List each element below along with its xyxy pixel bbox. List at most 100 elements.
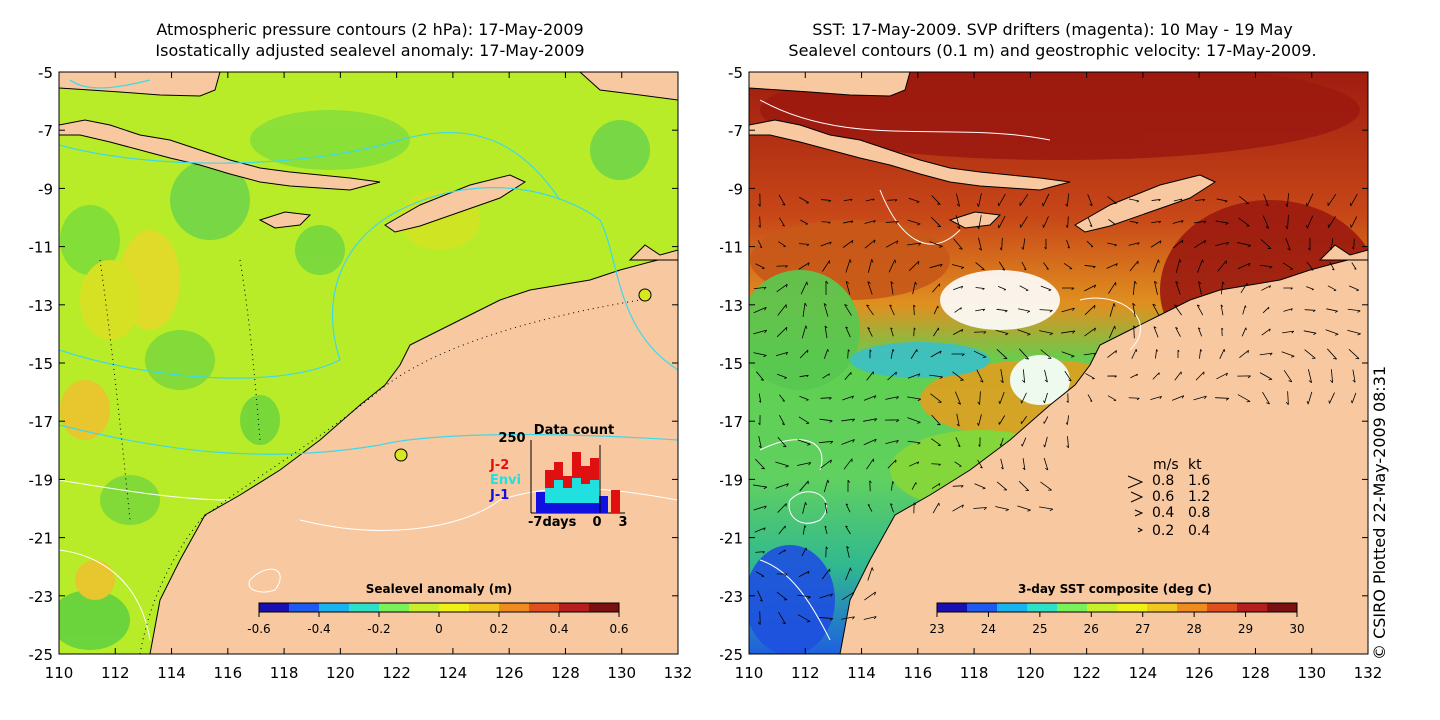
velocity-arrow bbox=[1220, 281, 1225, 295]
colorbar-tick-label: 25 bbox=[1032, 622, 1047, 636]
velocity-arrow bbox=[955, 437, 961, 448]
velocity-arrow bbox=[778, 525, 786, 535]
velocity-arrow bbox=[753, 329, 768, 335]
velocity-arrow bbox=[1151, 220, 1162, 224]
velocity-arrow bbox=[1307, 237, 1311, 251]
sumba-island bbox=[258, 211, 312, 229]
velocity-arrow bbox=[1196, 304, 1204, 316]
velocity-arrow bbox=[863, 616, 877, 620]
velocity-arrow bbox=[778, 194, 786, 206]
velocity-arrow bbox=[1347, 308, 1361, 313]
velocity-arrow bbox=[1215, 220, 1229, 225]
velocity-arrow bbox=[864, 591, 877, 601]
colorbar-segment bbox=[937, 603, 968, 612]
velocity-arrow bbox=[819, 440, 834, 444]
y-tick-label: -23 bbox=[29, 588, 54, 606]
velocity-arrow bbox=[755, 263, 765, 270]
velocity-arrow bbox=[1019, 216, 1028, 228]
velocity-arrow bbox=[931, 463, 941, 466]
colorbar-tick-label: 24 bbox=[981, 622, 996, 636]
velocity-arrow bbox=[1022, 369, 1026, 383]
velocity-arrow bbox=[1283, 308, 1293, 312]
velocity-arrow bbox=[913, 502, 917, 514]
velocity-legend-ms: 0.6 bbox=[1152, 489, 1174, 505]
velocity-arrow bbox=[819, 418, 833, 423]
colorbar-tick-label: 29 bbox=[1238, 622, 1253, 636]
copyright-notice: © CSIRO Plotted 22-May-2009 08:31 bbox=[1370, 365, 1389, 660]
velocity-arrow bbox=[1305, 193, 1314, 207]
velocity-arrow bbox=[1063, 262, 1073, 270]
velocity-arrow bbox=[866, 458, 875, 470]
velocity-arrow bbox=[1327, 193, 1337, 207]
y-tick-label: -21 bbox=[720, 530, 743, 548]
velocity-arrow bbox=[1132, 280, 1137, 295]
velocity-arrow bbox=[847, 479, 851, 492]
velocity-arrow bbox=[1237, 242, 1252, 248]
velocity-arrow bbox=[932, 502, 940, 514]
velocity-arrow bbox=[845, 503, 851, 513]
velocity-arrow bbox=[779, 414, 785, 426]
velocity-arrow bbox=[1329, 261, 1335, 271]
velocity-arrow bbox=[1306, 261, 1314, 271]
velocity-arrow bbox=[1349, 193, 1358, 207]
sumba-island bbox=[948, 211, 1002, 229]
colorbar-segment bbox=[997, 603, 1028, 612]
velocity-arrow bbox=[1171, 395, 1185, 401]
timor-island bbox=[1074, 174, 1217, 233]
y-tick-label: -9 bbox=[728, 180, 743, 198]
velocity-arrow bbox=[1128, 397, 1140, 401]
velocity-arrow bbox=[973, 331, 987, 334]
velocity-arrow bbox=[975, 308, 986, 312]
velocity-arrow bbox=[845, 280, 851, 295]
velocity-arrow bbox=[909, 461, 920, 467]
velocity-arrow bbox=[1043, 416, 1049, 424]
colorbar-segment bbox=[499, 603, 530, 612]
velocity-arrow bbox=[998, 261, 1006, 271]
x-tick-label: 116 bbox=[213, 664, 242, 682]
velocity-arrow bbox=[1195, 198, 1206, 202]
velocity-arrow bbox=[1043, 436, 1048, 448]
velocity-arrow bbox=[1283, 369, 1293, 383]
x-tick-label: 114 bbox=[157, 664, 186, 682]
x-tick-label: 118 bbox=[270, 664, 299, 682]
velocity-arrows bbox=[753, 193, 1361, 625]
colorbar-segment bbox=[529, 603, 560, 612]
velocity-arrow bbox=[1066, 436, 1069, 449]
velocity-arrow bbox=[1347, 329, 1361, 336]
velocity-arrow bbox=[1000, 458, 1004, 470]
colorbar-segment bbox=[589, 603, 620, 612]
colorbar-segment bbox=[259, 603, 290, 612]
velocity-arrow bbox=[1065, 216, 1069, 228]
inset-bar bbox=[611, 490, 620, 513]
velocity-arrow bbox=[1350, 392, 1357, 404]
velocity-arrow bbox=[1237, 394, 1251, 403]
velocity-arrow bbox=[1327, 285, 1337, 291]
velocity-arrow bbox=[1061, 287, 1075, 291]
velocity-arrow bbox=[1239, 350, 1249, 358]
australia-landmass bbox=[839, 254, 1368, 654]
velocity-arrow bbox=[1018, 481, 1030, 492]
velocity-arrow bbox=[997, 215, 1006, 229]
velocity-arrow bbox=[1306, 286, 1314, 291]
velocity-arrow bbox=[797, 614, 811, 623]
velocity-arrow bbox=[819, 617, 834, 621]
velocity-arrow bbox=[799, 374, 809, 378]
velocity-arrow bbox=[978, 237, 982, 251]
x-tick-label: 130 bbox=[1297, 664, 1326, 682]
y-tick-label: -7 bbox=[38, 122, 53, 140]
velocity-arrow bbox=[801, 547, 807, 557]
velocity-arrow bbox=[1084, 304, 1096, 316]
velocity-arrow bbox=[1153, 259, 1160, 273]
velocity-arrow bbox=[1348, 348, 1360, 360]
velocity-arrow bbox=[1352, 369, 1356, 383]
left-title-line2: Isostatically adjusted sealevel anomaly:… bbox=[155, 41, 585, 60]
velocity-arrow bbox=[775, 461, 789, 468]
velocity-arrow bbox=[908, 260, 920, 272]
velocity-arrow bbox=[753, 306, 767, 314]
velocity-arrow bbox=[841, 439, 855, 445]
velocity-arrow bbox=[1087, 194, 1093, 207]
velocity-arrow bbox=[1306, 391, 1313, 405]
velocity-arrow bbox=[933, 305, 939, 315]
y-tick-label: -17 bbox=[29, 413, 54, 431]
velocity-arrow bbox=[867, 327, 873, 337]
